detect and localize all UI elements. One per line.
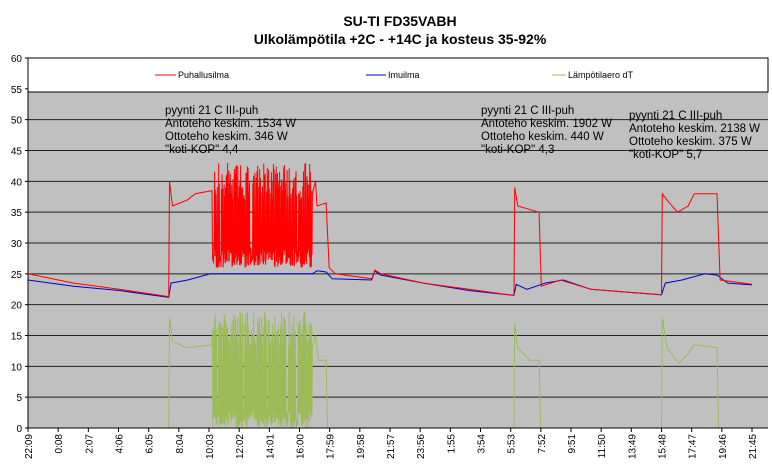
x-tick-label: 7:52 — [537, 434, 548, 454]
x-tick-label: 11:50 — [597, 434, 608, 459]
series-line-0 — [27, 162, 753, 298]
annotation-line: Ottoteho keskim. 440 W — [481, 131, 604, 143]
y-tick-label: 40 — [11, 177, 23, 188]
chart-subtitle: Ulkolämpötila +2C - +14C ja kosteus 35-9… — [254, 31, 547, 47]
x-tick-label: 22:09 — [24, 434, 35, 459]
x-tick-label: 10:03 — [205, 434, 216, 459]
x-tick-label: 13:49 — [627, 434, 638, 459]
y-tick-label: 20 — [11, 301, 23, 312]
legend-item-imuilma: Imuilma — [366, 70, 420, 80]
annotation-line: pyynti 21 C III-puh — [165, 105, 258, 117]
legend-item-puhallusilma: Puhallusilma — [155, 70, 229, 80]
annotation-line: Ottoteho keskim. 375 W — [629, 136, 752, 148]
y-tick-label: 15 — [11, 332, 23, 343]
annotation-line: "koti-KOP" 5,7 — [629, 149, 702, 161]
y-tick-label: 50 — [11, 116, 23, 127]
x-tick-label: 21:57 — [386, 434, 397, 459]
annotation-line: "koti-KOP" 4,4 — [165, 144, 239, 156]
x-axis: 22:09 0:08 2:07 4:06 6:05 8:04 10:03 12:02 14:01… — [24, 428, 759, 459]
legend-label: Imuilma — [388, 70, 420, 80]
y-tick-label: 10 — [11, 362, 23, 373]
annotation-line: Antoteho keskim. 1534 W — [165, 118, 296, 130]
y-tick-label: 30 — [11, 239, 23, 250]
x-tick-label: 3:54 — [477, 434, 488, 454]
x-tick-label: 0:08 — [54, 434, 65, 454]
x-tick-label: 15:48 — [658, 434, 669, 459]
y-tick-label: 60 — [11, 54, 23, 65]
x-tick-label: 8:04 — [175, 434, 186, 454]
legend-label: Lämpötilaero dT — [568, 70, 634, 80]
x-tick-label: 5:53 — [507, 434, 518, 454]
x-tick-label: 19:58 — [356, 434, 367, 459]
x-tick-label: 17:59 — [326, 434, 337, 459]
annotation-line: "koti-KOP" 4,3 — [481, 144, 554, 156]
annotation-line: pyynti 21 C III-puh — [481, 105, 574, 117]
plot-area — [28, 92, 768, 428]
x-tick-label: 16:00 — [296, 434, 307, 459]
x-tick-label: 2:07 — [84, 434, 95, 454]
x-tick-label: 6:05 — [145, 434, 156, 454]
x-tick-label: 4:06 — [115, 434, 126, 454]
x-tick-label: 21:45 — [748, 434, 759, 459]
legend-item-lampotilaero: Lämpötilaero dT — [552, 70, 634, 80]
series-group — [27, 162, 753, 429]
annotation-line: Antoteho keskim. 1902 W — [481, 118, 612, 130]
chart-title: SU-TI FD35VABH — [343, 13, 456, 29]
x-tick-label: 17:47 — [688, 434, 699, 459]
legend-label: Puhallusilma — [178, 70, 229, 80]
annotation-line: pyynti 21 C III-puh — [629, 110, 722, 122]
y-tick-label: 0 — [16, 424, 22, 435]
x-tick-label: 19:46 — [718, 434, 729, 459]
x-tick-label: 1:55 — [446, 434, 457, 454]
annotation-line: Antoteho keskim. 2138 W — [629, 123, 760, 135]
y-tick-label: 25 — [11, 270, 23, 281]
y-tick-label: 35 — [11, 208, 23, 219]
y-axis: 0 5 10 15 20 25 30 35 40 45 50 55 60 — [11, 54, 28, 435]
legend — [27, 57, 769, 93]
x-tick-label: 14:01 — [265, 434, 276, 459]
y-tick-label: 45 — [11, 147, 23, 158]
x-tick-label: 23:56 — [416, 434, 427, 459]
x-tick-label: 12:02 — [235, 434, 246, 459]
x-tick-label: 9:51 — [567, 434, 578, 454]
annotation-line: Ottoteho keskim. 346 W — [165, 131, 288, 143]
y-tick-label: 5 — [16, 393, 22, 404]
series-line-2 — [28, 310, 752, 429]
y-tick-label: 55 — [11, 85, 23, 96]
